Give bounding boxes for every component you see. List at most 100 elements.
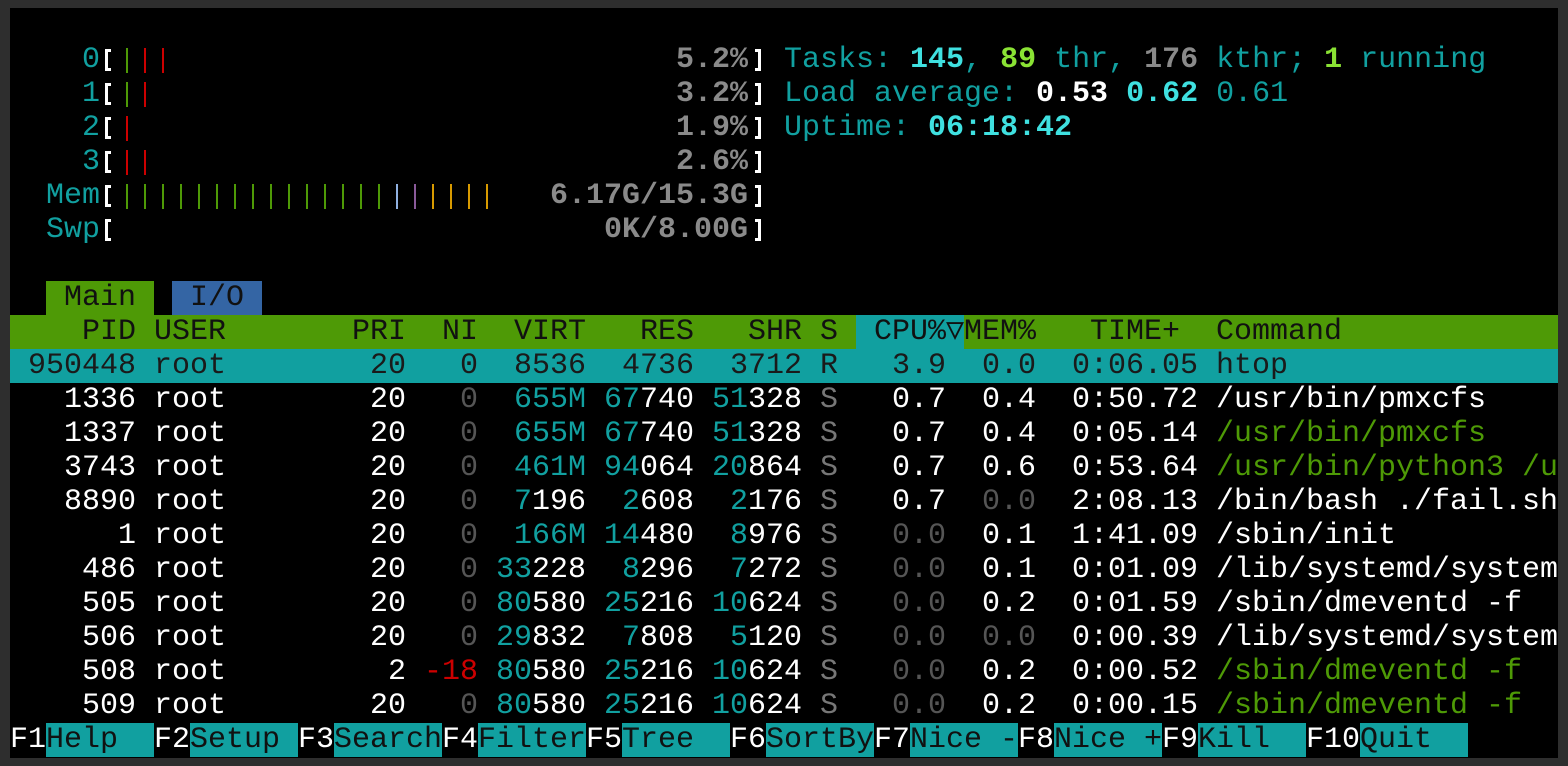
process-cell: 8536 — [513, 349, 586, 383]
selected-row — [10, 349, 1558, 383]
meter-label: 3 — [81, 145, 100, 179]
process-cell: 0:05.14 — [1071, 417, 1198, 451]
function-label[interactable]: Search — [334, 723, 443, 757]
process-cell: 7808 — [621, 621, 694, 655]
function-key[interactable]: F9 — [1162, 723, 1199, 757]
process-cell: 5120 — [729, 621, 802, 655]
process-cell: 51328 — [711, 417, 802, 451]
function-label[interactable]: Tree — [622, 723, 730, 757]
process-cell: 3712 — [729, 349, 802, 383]
column-header: PRI — [351, 315, 406, 349]
meter-value: 5.2% — [675, 43, 748, 77]
function-key[interactable]: F6 — [730, 723, 767, 757]
meter-bar — [432, 184, 434, 209]
summary-text: 1 — [1324, 43, 1343, 77]
summary-text: 0.62 — [1126, 77, 1217, 111]
bracket-close — [755, 117, 761, 139]
process-cell: root — [154, 519, 227, 553]
function-key[interactable]: F10 — [1306, 723, 1361, 757]
meter-bar — [306, 184, 308, 209]
function-key[interactable]: F5 — [586, 723, 623, 757]
meter-bar — [486, 184, 488, 209]
function-key[interactable]: F7 — [874, 723, 911, 757]
bracket-close — [755, 185, 761, 207]
meter-label: 0 — [81, 43, 100, 77]
terminal: 0 5.2% 1 3.2% 2 1.9% 3 2.6% Mem 6.17G/15.3G Swp 0K/… — [10, 8, 1558, 758]
function-label[interactable]: Nice - — [910, 723, 1019, 757]
function-label[interactable]: Kill — [1198, 723, 1306, 757]
function-key[interactable]: F8 — [1018, 723, 1055, 757]
process-cell: /sbin/dmeventd -f — [1216, 689, 1523, 723]
process-cell: 0.2 — [981, 689, 1036, 723]
process-cell: 0.1 — [981, 553, 1036, 587]
process-cell: 0:01.09 — [1071, 553, 1198, 587]
process-cell: /bin/bash ./fail.sh — [1216, 485, 1558, 519]
process-cell: 94064 — [603, 451, 694, 485]
meter-label: 1 — [81, 77, 100, 111]
process-cell: 67740 — [603, 383, 694, 417]
process-cell: root — [154, 655, 227, 689]
column-header: Command — [1216, 315, 1343, 349]
process-cell: 20 — [369, 587, 406, 621]
process-cell: 486 — [81, 553, 136, 587]
column-header: RES — [639, 315, 694, 349]
meter-bar — [126, 82, 128, 107]
tab[interactable]: I/O — [172, 281, 263, 315]
column-header: TIME+ — [1089, 315, 1180, 349]
summary-text: 0.53 — [1036, 77, 1127, 111]
process-cell: 506 — [81, 621, 136, 655]
process-cell: /sbin/init — [1216, 519, 1397, 553]
function-label[interactable]: Quit — [1360, 723, 1468, 757]
process-cell: 461M — [513, 451, 586, 485]
process-cell: 25216 — [603, 689, 694, 723]
function-key[interactable]: F1 — [10, 723, 47, 757]
column-header: SHR — [747, 315, 802, 349]
function-label[interactable]: Help — [46, 723, 154, 757]
meter-bar — [126, 116, 128, 141]
meter-value: 1.9% — [675, 111, 748, 145]
process-cell: 7272 — [729, 553, 802, 587]
process-cell: 10624 — [711, 689, 802, 723]
process-cell: 0 — [459, 621, 478, 655]
process-cell: 1:41.09 — [1071, 519, 1198, 553]
process-cell: 0 — [459, 485, 478, 519]
process-cell: 0 — [459, 553, 478, 587]
process-cell: 0:53.64 — [1071, 451, 1198, 485]
process-cell: root — [154, 417, 227, 451]
process-cell: /usr/bin/pmxcfs — [1216, 383, 1487, 417]
function-key[interactable]: F4 — [442, 723, 479, 757]
process-cell: 20 — [369, 621, 406, 655]
function-label[interactable]: SortBy — [766, 723, 875, 757]
bracket-open — [105, 151, 111, 173]
function-label[interactable]: Setup — [190, 723, 298, 757]
function-key[interactable]: F3 — [298, 723, 335, 757]
process-cell: 67740 — [603, 417, 694, 451]
process-cell: 2608 — [621, 485, 694, 519]
bracket-close — [755, 151, 761, 173]
process-cell: 7196 — [513, 485, 586, 519]
function-label[interactable]: Filter — [478, 723, 587, 757]
function-label[interactable]: Nice + — [1054, 723, 1163, 757]
process-cell: 0 — [459, 383, 478, 417]
process-cell: 0.7 — [891, 383, 946, 417]
meter-bar — [144, 48, 146, 73]
meter-bar — [234, 184, 236, 209]
process-cell: 0:00.39 — [1071, 621, 1198, 655]
process-cell: 14480 — [603, 519, 694, 553]
column-header: VIRT — [513, 315, 586, 349]
bracket-close — [755, 83, 761, 105]
tab[interactable]: Main — [46, 281, 155, 315]
process-cell: 20 — [369, 417, 406, 451]
process-cell: 1337 — [63, 417, 136, 451]
meter-value: 0K/8.00G — [603, 213, 748, 247]
summary-text: Load average: — [784, 77, 1037, 111]
function-key[interactable]: F2 — [154, 723, 191, 757]
meter-bar — [396, 184, 398, 209]
summary-text: 06:18:42 — [928, 111, 1073, 145]
meter-label: Swp — [45, 213, 100, 247]
summary-text: Tasks: — [784, 43, 911, 77]
process-cell: 20 — [369, 519, 406, 553]
bracket-open — [105, 219, 111, 241]
header-bar — [10, 315, 1558, 349]
process-cell: 0.2 — [981, 587, 1036, 621]
